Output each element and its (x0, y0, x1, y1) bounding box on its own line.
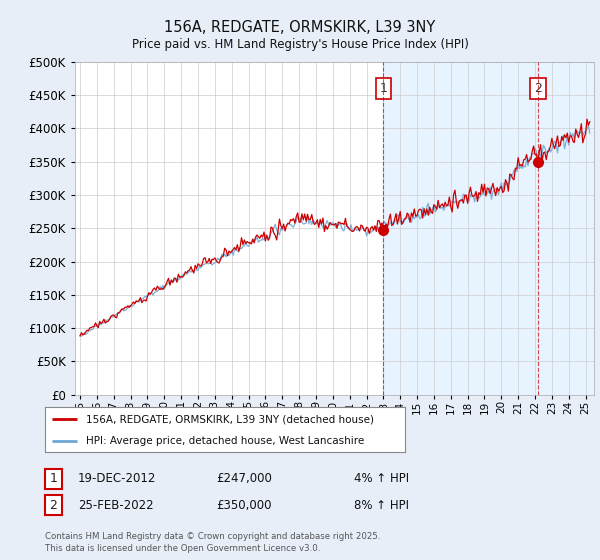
Text: 25-FEB-2022: 25-FEB-2022 (78, 498, 154, 512)
Text: 8% ↑ HPI: 8% ↑ HPI (354, 498, 409, 512)
Text: 4% ↑ HPI: 4% ↑ HPI (354, 472, 409, 486)
Text: 1: 1 (49, 472, 58, 486)
Text: 156A, REDGATE, ORMSKIRK, L39 3NY: 156A, REDGATE, ORMSKIRK, L39 3NY (164, 20, 436, 35)
Text: Price paid vs. HM Land Registry's House Price Index (HPI): Price paid vs. HM Land Registry's House … (131, 38, 469, 51)
Text: Contains HM Land Registry data © Crown copyright and database right 2025.
This d: Contains HM Land Registry data © Crown c… (45, 533, 380, 553)
Text: 2: 2 (49, 498, 58, 512)
Bar (383, 62, 594, 395)
Text: £350,000: £350,000 (216, 498, 271, 512)
Text: 19-DEC-2012: 19-DEC-2012 (78, 472, 157, 486)
Text: 2: 2 (534, 82, 542, 95)
Text: 1: 1 (379, 82, 388, 95)
Text: HPI: Average price, detached house, West Lancashire: HPI: Average price, detached house, West… (86, 436, 365, 446)
Text: 156A, REDGATE, ORMSKIRK, L39 3NY (detached house): 156A, REDGATE, ORMSKIRK, L39 3NY (detach… (86, 414, 374, 424)
Text: £247,000: £247,000 (216, 472, 272, 486)
